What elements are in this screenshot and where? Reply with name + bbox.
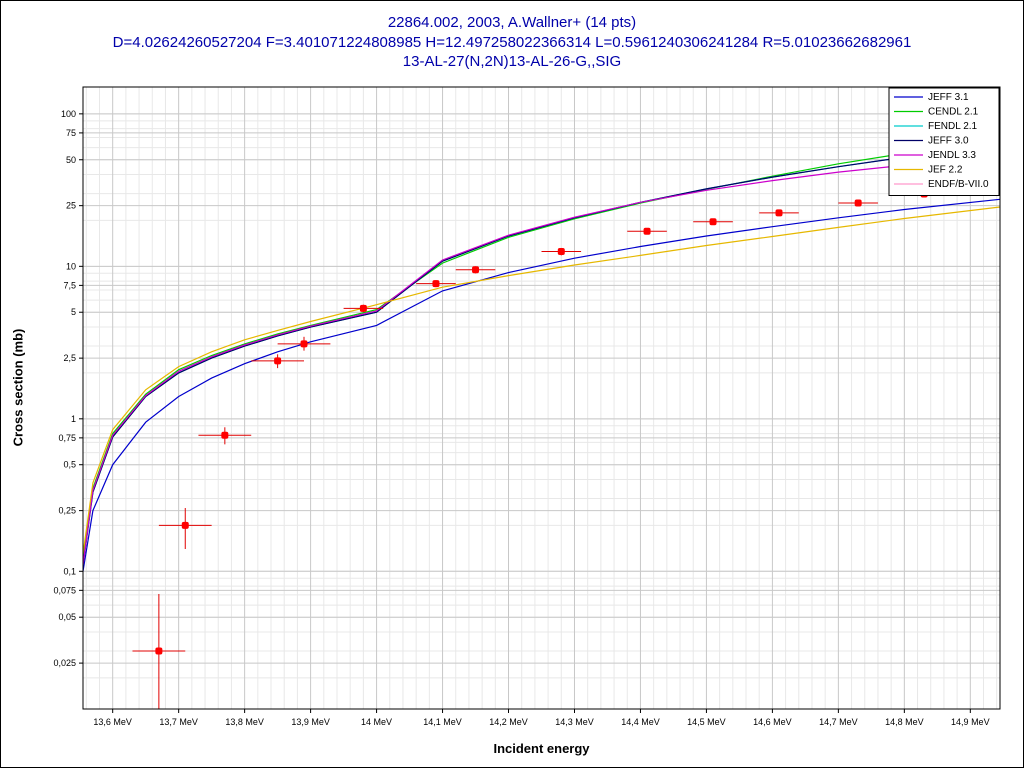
data-point (854, 199, 862, 207)
chart-reaction-label: 13-AL-27(N,2N)13-AL-26-G,,SIG (402, 53, 622, 70)
y-tick-label: 0,075 (53, 585, 76, 595)
y-tick-label: 0,1 (63, 566, 76, 576)
data-point (643, 227, 651, 235)
curve-jeff-3-0 (83, 156, 905, 566)
legend: JEFF 3.1 CENDL 2.1 FENDL 2.1 JEFF 3.0 JENDL … (888, 87, 1000, 196)
x-tick-label: 13,7 MeV (159, 717, 198, 727)
chart-subtitle: D=4.02624260527204 F=3.401071224808985 H… (112, 34, 912, 51)
legend-entry: FENDL 2.1 (928, 121, 978, 132)
data-point (181, 521, 189, 529)
y-tick-label: 0,025 (53, 658, 76, 668)
experimental-points (132, 190, 944, 709)
y-tick-label: 25 (66, 201, 76, 211)
data-point (155, 647, 163, 655)
y-tick-label: 7,5 (63, 280, 76, 290)
data-point (274, 357, 282, 365)
y-tick-label: 75 (66, 128, 76, 138)
data-point (221, 431, 229, 439)
legend-entry: JENDL 3.3 (928, 150, 976, 161)
x-tick-label: 14,6 MeV (753, 717, 792, 727)
grid-lines (83, 87, 1000, 709)
x-tick-label: 14,5 MeV (687, 717, 726, 727)
y-tick-label: 10 (66, 261, 76, 271)
curve-jef-2-2 (83, 206, 1000, 554)
data-point (359, 304, 367, 312)
x-tick-label: 14 MeV (361, 717, 392, 727)
x-tick-label: 13,9 MeV (291, 717, 330, 727)
legend-entry: JEFF 3.0 (928, 136, 969, 147)
data-point (709, 218, 717, 226)
plot-area (83, 87, 1000, 709)
y-tick-label: 50 (66, 155, 76, 165)
axes: 13,6 MeV 13,7 MeV 13,8 MeV 13,9 MeV 14 MeV 14… (53, 86, 1001, 727)
y-tick-label: 5 (71, 307, 76, 317)
x-tick-label: 13,6 MeV (93, 717, 132, 727)
x-tick-label: 14,7 MeV (819, 717, 858, 727)
x-tick-label: 14,8 MeV (885, 717, 924, 727)
y-tick-label: 0,25 (58, 506, 76, 516)
legend-box (888, 87, 1000, 196)
legend-entry: JEFF 3.1 (928, 92, 969, 103)
data-point (432, 280, 440, 288)
chart-title: 22864.002, 2003, A.Wallner+ (14 pts) (387, 14, 637, 31)
data-point (557, 248, 565, 256)
evaluation-curves (83, 152, 1000, 572)
data-point (300, 340, 308, 348)
y-tick-label: 0,05 (58, 612, 76, 622)
curve-jendl-3-3 (83, 159, 971, 566)
x-tick-label: 13,8 MeV (225, 717, 264, 727)
y-tick-label: 1 (71, 414, 76, 424)
legend-entry: CENDL 2.1 (928, 107, 979, 118)
x-tick-label: 14,4 MeV (621, 717, 660, 727)
x-tick-label: 14,1 MeV (423, 717, 462, 727)
x-tick-label: 14,9 MeV (951, 717, 990, 727)
y-tick-label: 2,5 (63, 353, 76, 363)
x-axis-label: Incident energy (493, 741, 590, 756)
x-tick-label: 14,3 MeV (555, 717, 594, 727)
plot-border (82, 86, 1001, 710)
legend-entry: ENDF/B-VII.0 (928, 179, 989, 190)
y-tick-label: 0,75 (58, 433, 76, 443)
data-point (775, 209, 783, 217)
curve-jeff-3-1 (83, 198, 1000, 572)
y-tick-label: 100 (61, 109, 76, 119)
data-point (472, 266, 480, 274)
x-tick-label: 14,2 MeV (489, 717, 528, 727)
legend-entry: JEF 2.2 (928, 165, 963, 176)
y-tick-label: 0,5 (63, 460, 76, 470)
